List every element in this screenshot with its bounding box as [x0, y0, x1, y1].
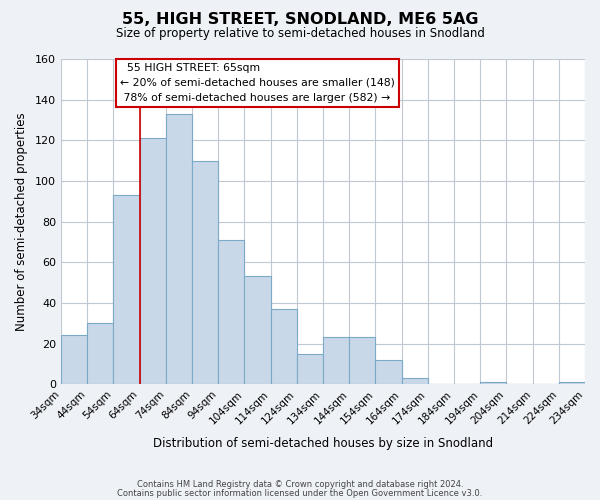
Text: Contains HM Land Registry data © Crown copyright and database right 2024.: Contains HM Land Registry data © Crown c… — [137, 480, 463, 489]
Bar — [376, 360, 401, 384]
Bar — [297, 354, 323, 384]
Bar — [271, 309, 297, 384]
Bar — [480, 382, 506, 384]
Bar — [559, 382, 585, 384]
Bar — [61, 336, 87, 384]
Text: 55, HIGH STREET, SNODLAND, ME6 5AG: 55, HIGH STREET, SNODLAND, ME6 5AG — [122, 12, 478, 28]
Bar — [401, 378, 428, 384]
X-axis label: Distribution of semi-detached houses by size in Snodland: Distribution of semi-detached houses by … — [153, 437, 493, 450]
Bar — [218, 240, 244, 384]
Bar — [323, 338, 349, 384]
Text: Size of property relative to semi-detached houses in Snodland: Size of property relative to semi-detach… — [116, 28, 484, 40]
Bar — [166, 114, 192, 384]
Bar — [113, 195, 140, 384]
Text: 55 HIGH STREET: 65sqm  
← 20% of semi-detached houses are smaller (148)
 78% of : 55 HIGH STREET: 65sqm ← 20% of semi-deta… — [120, 63, 395, 102]
Y-axis label: Number of semi-detached properties: Number of semi-detached properties — [15, 112, 28, 331]
Bar — [349, 338, 376, 384]
Bar — [192, 160, 218, 384]
Bar — [140, 138, 166, 384]
Text: Contains public sector information licensed under the Open Government Licence v3: Contains public sector information licen… — [118, 488, 482, 498]
Bar — [244, 276, 271, 384]
Bar — [87, 323, 113, 384]
